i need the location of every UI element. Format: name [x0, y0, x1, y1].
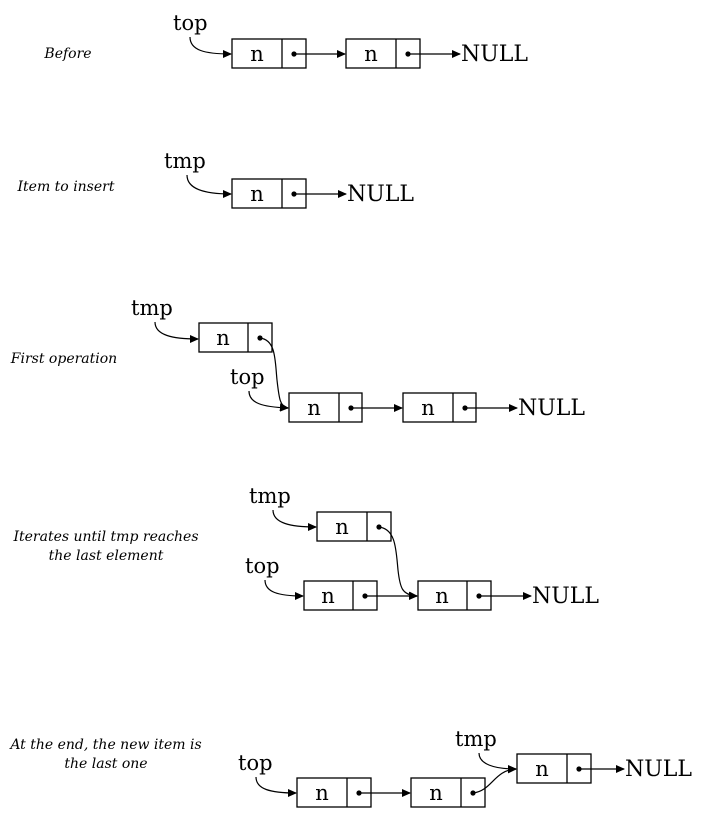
step-caption: the last one: [64, 756, 147, 772]
list-node: n: [345, 38, 421, 69]
step-caption: the last element: [49, 548, 164, 564]
top-pointer-arrow: [189, 36, 232, 58]
step-caption: Iterates until tmp reaches: [12, 529, 198, 545]
new-list-node: n: [198, 322, 273, 353]
top-pointer-arrow: [248, 390, 289, 412]
list-node: n: [288, 392, 363, 423]
tmp-pointer-label: tmp: [455, 727, 497, 751]
tmp-pointer-arrow: [478, 752, 517, 773]
list-node: n: [303, 580, 378, 611]
new-list-node: n: [516, 753, 592, 784]
tmp-pointer-label: tmp: [249, 484, 291, 508]
node-value: n: [250, 182, 264, 206]
null-label: NULL: [461, 42, 528, 67]
list-node: n: [296, 777, 372, 808]
new-list-node: n: [316, 511, 392, 542]
step-first-operation: First operation tmp n top n n NULL: [10, 296, 585, 423]
node-value: n: [321, 584, 335, 608]
node-value: n: [315, 781, 329, 805]
node-value: n: [216, 326, 230, 350]
step-caption: Item to insert: [17, 179, 115, 195]
next-arrow: [378, 526, 418, 600]
tmp-pointer-arrow: [272, 509, 317, 531]
step-caption: At the end, the new item is: [8, 737, 201, 753]
node-value: n: [307, 396, 321, 420]
step-caption: First operation: [10, 351, 117, 367]
node-value: n: [429, 781, 443, 805]
null-label: NULL: [532, 584, 599, 609]
null-label: NULL: [625, 757, 692, 782]
tmp-pointer-label: tmp: [164, 149, 206, 173]
step-iterates: Iterates until tmp reaches the last elem…: [12, 484, 599, 611]
top-pointer-label: top: [173, 11, 208, 35]
node-value: n: [535, 757, 549, 781]
step-before: Before top n n NULL: [43, 11, 528, 69]
node-value: n: [435, 584, 449, 608]
step-caption: Before: [43, 46, 91, 62]
list-node: n: [231, 38, 307, 69]
list-node: n: [402, 392, 477, 423]
tmp-pointer-arrow: [154, 321, 199, 343]
top-pointer-arrow: [264, 579, 304, 600]
top-pointer-label: top: [238, 751, 273, 775]
node-value: n: [335, 515, 349, 539]
null-label: NULL: [518, 396, 585, 421]
null-label: NULL: [347, 182, 414, 207]
top-pointer-label: top: [245, 554, 280, 578]
node-value: n: [250, 42, 264, 66]
node-value: n: [364, 42, 378, 66]
tmp-pointer-label: tmp: [131, 296, 173, 320]
top-pointer-label: top: [230, 365, 265, 389]
node-value: n: [421, 396, 435, 420]
top-pointer-arrow: [255, 776, 297, 797]
list-node: n: [410, 777, 486, 808]
step-at-the-end: At the end, the new item is the last one…: [8, 727, 692, 808]
tmp-pointer-arrow: [186, 174, 232, 198]
list-node: n: [417, 580, 492, 611]
step-item-to-insert: Item to insert tmp n NULL: [17, 149, 414, 209]
